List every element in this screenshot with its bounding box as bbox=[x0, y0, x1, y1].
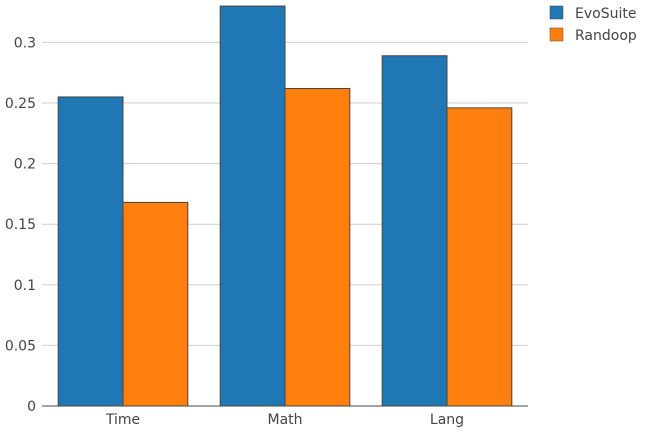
legend[interactable]: EvoSuite Randoop bbox=[549, 5, 637, 44]
x-tick-label: Math bbox=[267, 412, 302, 428]
legend-label: Randoop bbox=[575, 28, 637, 44]
legend-item-evosuite[interactable]: EvoSuite bbox=[549, 5, 636, 22]
bar-randoop-lang[interactable] bbox=[446, 107, 513, 407]
bar-randoop-time[interactable] bbox=[122, 201, 189, 407]
y-tick-label: 0.2 bbox=[14, 157, 36, 173]
y-tick-label: 0.3 bbox=[14, 35, 36, 51]
x-tick-label: Lang bbox=[430, 412, 464, 428]
bar-randoop-math[interactable] bbox=[284, 87, 351, 407]
y-tick-label: 0.05 bbox=[5, 338, 36, 354]
legend-swatch bbox=[549, 27, 564, 42]
legend-item-randoop[interactable]: Randoop bbox=[549, 27, 637, 44]
legend-swatch bbox=[549, 5, 564, 20]
bar-evosuite-math[interactable] bbox=[219, 5, 286, 407]
axes: 0 0.05 0.1 0.15 0.2 0.25 0.3 Time Math Lang bbox=[5, 35, 528, 428]
bar-evosuite-lang[interactable] bbox=[381, 55, 448, 407]
bars bbox=[57, 5, 513, 407]
y-tick-label: 0.25 bbox=[5, 96, 36, 112]
y-tick-label: 0.15 bbox=[5, 217, 36, 233]
legend-label: EvoSuite bbox=[575, 6, 636, 22]
bar-evosuite-time[interactable] bbox=[57, 96, 124, 407]
x-tick-label: Time bbox=[105, 412, 140, 428]
y-tick-label: 0 bbox=[27, 399, 36, 415]
y-tick-label: 0.1 bbox=[14, 278, 36, 294]
